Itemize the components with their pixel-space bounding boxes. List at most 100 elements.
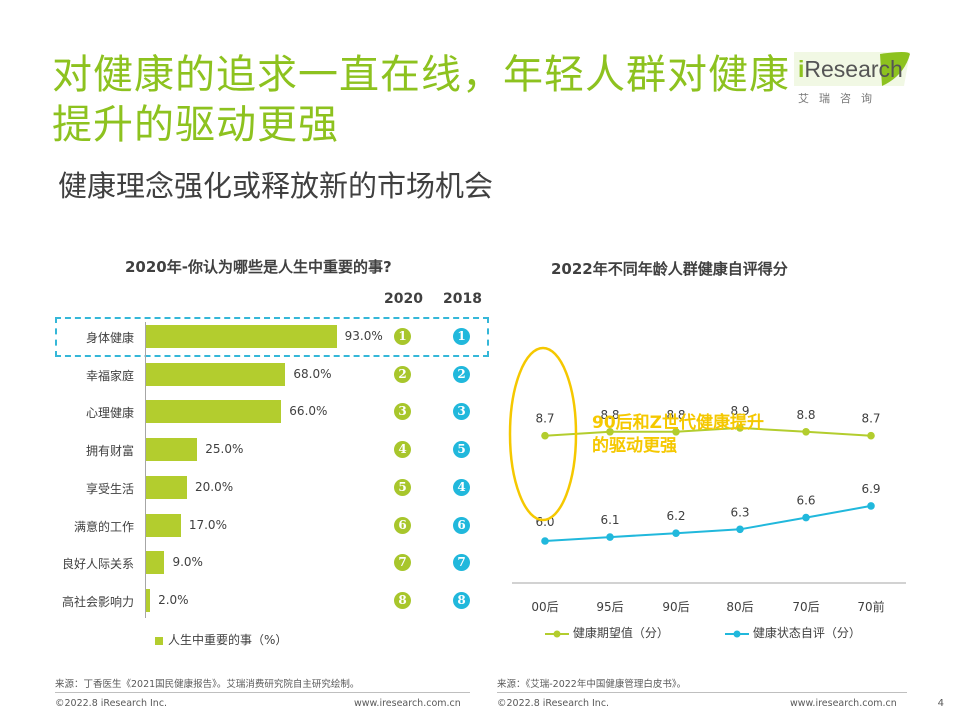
- data-label: 8.7: [535, 412, 554, 426]
- bar-category-label: 拥有财富: [85, 444, 134, 459]
- rank-badge-2018: 4: [453, 478, 470, 496]
- legend-expect-line-icon: [545, 630, 569, 637]
- page-subtitle: 健康理念强化或释放新的市场机会: [58, 169, 494, 203]
- data-point: [867, 431, 875, 440]
- data-point: [736, 525, 744, 534]
- x-tick-label: 70前: [857, 599, 884, 614]
- bar-value-label: 17.0%: [188, 517, 227, 532]
- data-point: [802, 428, 810, 436]
- bar-value-label: 25.0%: [205, 442, 244, 457]
- footer-divider-right: [497, 692, 907, 693]
- bar-value-label: 68.0%: [293, 366, 332, 381]
- x-tick-label: 00后: [531, 600, 558, 614]
- rank-badge-2020: 6: [394, 516, 411, 534]
- data-label: 6.9: [861, 482, 880, 496]
- iresearch-logo: iResearch 艾瑞咨询: [792, 48, 912, 108]
- copyright-left: ©2022.8 iResearch Inc.: [55, 698, 168, 709]
- bar-category-label: 高社会影响力: [61, 594, 134, 609]
- rank-badge-2020: 8: [394, 591, 411, 609]
- source-left: 来源：丁香医生《2021国民健康报告》。艾瑞消费研究院自主研究绘制。: [55, 679, 360, 690]
- copyright-right: ©2022.8 iResearch Inc.: [497, 698, 610, 709]
- rank-badge-2020: 4: [394, 441, 411, 459]
- page-title: 对健康的追求一直在线，年轻人群对健康提升的驱动更强: [52, 52, 790, 148]
- left-chart-legend: 人生中重要的事（%）: [155, 631, 287, 648]
- logo-brand-text: Research: [804, 56, 903, 82]
- footer-divider-left: [55, 692, 470, 693]
- bar-category-label: 幸福家庭: [85, 368, 134, 383]
- legend-expect-label: 健康期望值（分）: [572, 626, 669, 640]
- legend-self: 健康状态自评（分）: [725, 624, 861, 641]
- bar-value-label: 93.0%: [344, 329, 383, 343]
- right-chart-title: 2022年不同年龄人群健康自评得分: [551, 260, 788, 278]
- x-tick-label: 80后: [726, 600, 753, 614]
- rank-badge-2018: 2: [453, 365, 470, 383]
- bar-value-label: 2.0%: [158, 592, 189, 607]
- rank-badge-2020: 7: [394, 554, 411, 572]
- rank-badge-2018: 7: [453, 554, 470, 572]
- bar-value-label: 20.0%: [195, 479, 234, 494]
- page-number: 4: [937, 698, 944, 709]
- source-right: 来源：《艾瑞-2022年中国健康管理白皮书》。: [497, 679, 687, 690]
- legend-expect: 健康期望值（分）: [545, 624, 669, 641]
- bar-value-label: 66.0%: [289, 404, 328, 419]
- rank-badge-2020: 5: [394, 478, 411, 496]
- data-point: [802, 513, 810, 522]
- data-point: [672, 529, 680, 537]
- bar-category-label: 心理健康: [85, 406, 134, 421]
- legend-self-line-icon: [725, 630, 749, 637]
- bar-category-label: 良好人际关系: [61, 557, 134, 572]
- bar: [146, 588, 151, 612]
- bar: [146, 362, 286, 386]
- website-left[interactable]: www.iresearch.com.cn: [354, 698, 461, 709]
- chart-annotation: 90后和Z世代健康提升 的驱动更强: [592, 412, 812, 458]
- series-line-1: [544, 504, 872, 542]
- bar: [146, 438, 198, 462]
- bar: [146, 325, 337, 348]
- rank-badge-2020: 2: [394, 365, 411, 383]
- x-tick-label: 95后: [596, 600, 623, 614]
- data-point: [672, 428, 680, 436]
- rank-badge-2020: 1: [394, 328, 411, 345]
- left-chart-axis: [145, 322, 146, 618]
- data-label: 8.8: [796, 408, 815, 422]
- logo-brand-i: i: [798, 56, 805, 82]
- logo-chinese: 艾瑞咨询: [798, 92, 882, 105]
- logo-leaf-icon: [794, 52, 910, 86]
- rank-col-2020: 2020: [384, 291, 423, 307]
- rank-badge-2018: 5: [453, 441, 470, 459]
- data-label: 6.2: [666, 509, 685, 523]
- highlight-box: [55, 317, 489, 357]
- left-chart-title: 2020年-你认为哪些是人生中重要的事?: [125, 258, 392, 276]
- annotation-line-1: 90后和Z世代健康提升: [592, 413, 764, 433]
- data-point: [736, 424, 744, 432]
- data-point: [541, 537, 549, 545]
- rank-badge-2018: 6: [453, 516, 470, 534]
- website-right[interactable]: www.iresearch.com.cn: [790, 698, 897, 709]
- data-point: [867, 502, 875, 510]
- highlight-ellipse: [508, 346, 578, 522]
- legend-swatch-icon: [155, 636, 163, 645]
- rank-col-2018: 2018: [443, 291, 482, 307]
- rank-badge-2020: 3: [394, 403, 411, 421]
- bar: [146, 513, 181, 537]
- bar-category-label: 身体健康: [85, 331, 134, 345]
- data-label: 6.6: [796, 494, 815, 508]
- left-legend-label: 人生中重要的事（%）: [168, 633, 288, 647]
- data-label: 8.8: [666, 408, 685, 422]
- rank-badge-2018: 3: [453, 403, 470, 421]
- bar-value-label: 9.0%: [172, 555, 203, 570]
- data-point: [606, 533, 614, 541]
- annotation-line-2: 的驱动更强: [592, 436, 677, 456]
- x-tick-label: 70后: [792, 600, 819, 614]
- x-tick-label: 90后: [662, 600, 689, 614]
- series-line-0: [544, 426, 872, 437]
- data-label: 6.3: [730, 505, 749, 519]
- data-point: [541, 431, 549, 440]
- data-label: 6.1: [600, 513, 619, 527]
- rank-badge-2018: 1: [453, 328, 470, 345]
- legend-self-label: 健康状态自评（分）: [752, 626, 861, 640]
- bar: [146, 551, 165, 575]
- data-label: 8.8: [600, 408, 619, 422]
- rank-badge-2018: 8: [453, 591, 470, 609]
- data-point: [606, 428, 614, 436]
